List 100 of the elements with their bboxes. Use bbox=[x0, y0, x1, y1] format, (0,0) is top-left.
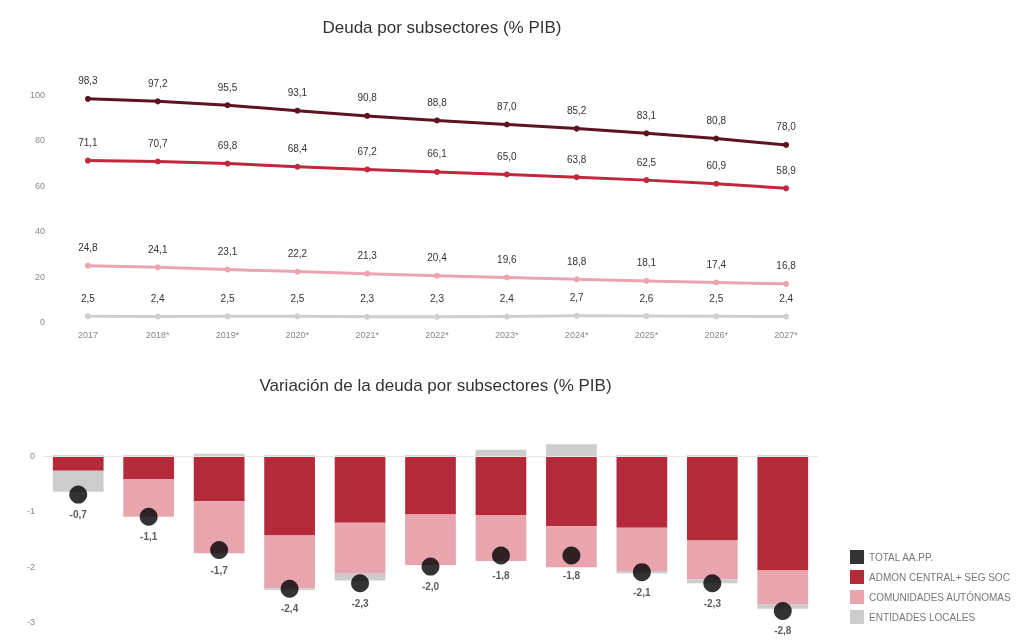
point bbox=[139, 507, 158, 526]
point bbox=[713, 313, 720, 320]
data-label: 23,1 bbox=[217, 246, 238, 258]
point bbox=[643, 277, 650, 284]
bar bbox=[264, 455, 315, 536]
point bbox=[503, 171, 510, 178]
bar bbox=[334, 522, 386, 574]
point bbox=[434, 117, 440, 124]
point bbox=[643, 313, 650, 320]
x-tick-label: 2026* bbox=[704, 329, 729, 340]
bar bbox=[334, 455, 386, 523]
x-tick-label: 2021* bbox=[355, 329, 380, 340]
data-label: -2,4 bbox=[280, 603, 299, 615]
data-label: 63,8 bbox=[566, 153, 587, 165]
point bbox=[573, 174, 580, 181]
point bbox=[84, 95, 91, 102]
data-label: 90,8 bbox=[357, 92, 378, 104]
data-label: -1,7 bbox=[210, 564, 229, 576]
point bbox=[783, 313, 790, 320]
legend-label: ENTIDADES LOCALES bbox=[869, 611, 976, 623]
point bbox=[421, 557, 440, 576]
point bbox=[783, 280, 790, 287]
data-label: -1,8 bbox=[492, 570, 511, 582]
point bbox=[280, 579, 299, 598]
point bbox=[434, 272, 440, 279]
bar bbox=[686, 455, 738, 541]
data-label: 2,5 bbox=[80, 292, 96, 304]
point bbox=[210, 541, 229, 559]
x-tick-label: 2020* bbox=[285, 329, 310, 340]
point bbox=[224, 102, 231, 109]
data-label: 24,8 bbox=[78, 242, 99, 254]
bar bbox=[546, 455, 597, 527]
point bbox=[69, 485, 88, 504]
point bbox=[294, 268, 301, 275]
point bbox=[364, 313, 371, 320]
point bbox=[364, 112, 371, 119]
data-label: 83,1 bbox=[636, 109, 657, 121]
y-tick-label: 20 bbox=[34, 271, 45, 282]
data-label: -2,8 bbox=[774, 625, 792, 637]
legend-label: TOTAL AA.PP. bbox=[869, 551, 934, 563]
point bbox=[84, 313, 91, 320]
bar bbox=[264, 535, 315, 589]
data-label: 66,1 bbox=[427, 148, 448, 160]
bar bbox=[193, 455, 245, 502]
y-tick-label: 0 bbox=[39, 317, 45, 327]
legend-label: ADMON CENTRAL+ SEG SOC bbox=[869, 571, 1010, 583]
data-label: 19,6 bbox=[497, 254, 517, 266]
bar bbox=[475, 455, 527, 516]
data-label: -1,1 bbox=[140, 531, 158, 543]
data-label: -2,3 bbox=[703, 597, 722, 609]
data-label: 68,4 bbox=[287, 143, 308, 155]
point bbox=[364, 166, 371, 173]
bar bbox=[546, 444, 597, 456]
x-tick-label: 2022* bbox=[425, 329, 450, 340]
data-label: 2,3 bbox=[430, 293, 445, 305]
bar bbox=[193, 453, 245, 456]
bar bbox=[52, 455, 104, 471]
data-label: 65,0 bbox=[497, 150, 517, 162]
data-label: 58,9 bbox=[776, 164, 797, 176]
point bbox=[643, 130, 650, 137]
point bbox=[783, 141, 790, 148]
point bbox=[573, 312, 580, 319]
x-tick-label: 2018* bbox=[145, 329, 170, 340]
data-label: -2,1 bbox=[633, 586, 651, 598]
point bbox=[713, 135, 720, 142]
chart-title: Variación de la deuda por subsectores (% PIB) bbox=[259, 376, 612, 395]
data-label: 85,2 bbox=[566, 105, 587, 117]
data-label: -2,3 bbox=[351, 597, 370, 609]
bar bbox=[686, 540, 738, 580]
point bbox=[364, 270, 371, 277]
point bbox=[294, 107, 301, 114]
data-label: 70,7 bbox=[147, 138, 168, 150]
data-label: 24,1 bbox=[147, 243, 168, 255]
point bbox=[713, 180, 720, 187]
data-label: 2,4 bbox=[779, 293, 794, 305]
data-label: 17,4 bbox=[706, 259, 727, 270]
bar bbox=[193, 501, 245, 554]
data-label: 18,8 bbox=[566, 255, 587, 267]
data-label: 98,3 bbox=[78, 75, 99, 87]
bar bbox=[405, 455, 456, 515]
point bbox=[154, 98, 161, 105]
bar bbox=[757, 570, 809, 605]
point bbox=[84, 262, 91, 269]
data-label: 93,1 bbox=[287, 87, 308, 99]
x-tick-label: 2027* bbox=[774, 329, 799, 340]
data-label: 62,5 bbox=[636, 156, 657, 168]
point bbox=[294, 163, 301, 170]
point bbox=[503, 274, 510, 281]
x-tick-label: 2017 bbox=[77, 329, 98, 340]
data-label: 2,7 bbox=[569, 292, 585, 304]
data-label: 67,2 bbox=[357, 145, 378, 157]
point bbox=[573, 125, 580, 132]
x-tick-label: 2023* bbox=[495, 329, 520, 340]
data-label: 2,3 bbox=[360, 293, 375, 305]
point bbox=[573, 276, 580, 283]
data-label: 16,8 bbox=[776, 260, 797, 272]
point bbox=[434, 313, 440, 320]
point bbox=[503, 313, 510, 320]
data-label: 21,3 bbox=[357, 250, 378, 262]
data-label: 2,5 bbox=[290, 292, 305, 304]
